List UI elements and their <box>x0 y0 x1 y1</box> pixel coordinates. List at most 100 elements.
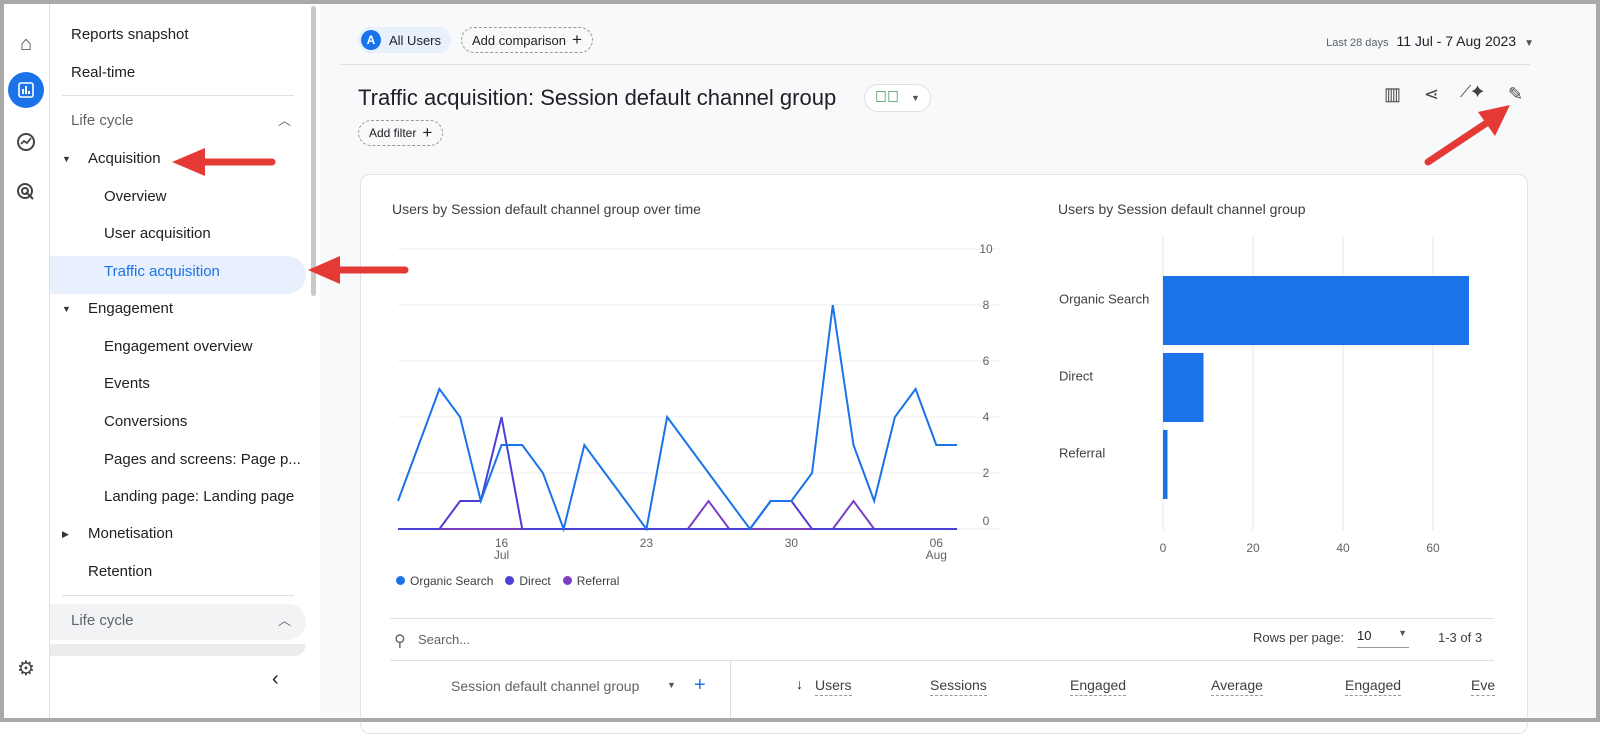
x-tick-label: 20 <box>1246 541 1260 555</box>
bar-referral[interactable] <box>1163 430 1168 499</box>
report-status-dropdown[interactable]: ✓⃝ ▼ <box>864 84 931 112</box>
section-life-cycle-2[interactable]: Life cycle <box>71 612 134 629</box>
divider <box>340 64 1530 65</box>
bar-category-label: Direct <box>1059 369 1093 384</box>
report-card <box>360 174 1528 734</box>
legend-direct[interactable]: Direct <box>505 574 551 588</box>
bar-chart-title: Users by Session default channel group <box>1058 201 1306 217</box>
y-tick-label: 6 <box>983 354 990 368</box>
divider <box>730 660 731 718</box>
section-row <box>50 644 306 656</box>
annotation-arrow-edit <box>1424 118 1492 166</box>
legend-referral[interactable]: Referral <box>562 574 619 588</box>
add-dimension-plus-icon[interactable]: + <box>694 674 706 696</box>
nav-real-time[interactable]: Real-time <box>71 64 136 81</box>
x-tick-label: 30 <box>785 536 799 550</box>
segment-chip[interactable]: A All Users <box>358 27 452 53</box>
nav-pages-and-screens[interactable]: Pages and screens: Page p... <box>104 451 301 468</box>
y-tick-label: 2 <box>983 466 990 480</box>
dimension-selector[interactable]: Session default channel group <box>451 678 640 694</box>
chevron-up-icon[interactable]: ︿ <box>278 613 292 628</box>
y-tick-label: 8 <box>983 298 990 312</box>
section-life-cycle[interactable]: Life cycle <box>71 112 134 129</box>
nav-user-acquisition[interactable]: User acquisition <box>104 225 211 242</box>
segment-badge: A <box>361 30 381 50</box>
legend-organic[interactable]: Organic Search <box>396 574 493 588</box>
column-events[interactable]: Eve <box>1471 677 1496 696</box>
column-sessions[interactable]: Sessions <box>930 677 987 696</box>
nav-landing-page[interactable]: Landing page: Landing page <box>104 488 295 505</box>
bar-category-label: Referral <box>1059 446 1105 461</box>
chevron-left-icon[interactable]: ‹ <box>272 668 279 690</box>
x-tick-sublabel: Aug <box>926 548 947 562</box>
search-icon: ⚲ <box>394 633 406 650</box>
nav-conversions[interactable]: Conversions <box>104 413 188 430</box>
x-tick-label: 60 <box>1426 541 1440 555</box>
add-filter-button[interactable]: Add filter + <box>358 120 444 146</box>
sidebar: Reports snapshot Real-time Life cycle ︿ … <box>50 4 320 718</box>
home-icon[interactable]: ⌂ <box>19 32 33 55</box>
nav-overview[interactable]: Overview <box>104 188 167 205</box>
advertising-icon[interactable] <box>8 174 44 210</box>
x-tick-label: 23 <box>640 536 654 550</box>
nav-events[interactable]: Events <box>104 375 150 392</box>
check-circle-icon: ✓⃝ <box>875 89 899 106</box>
column-engaged-sessions[interactable]: Engaged <box>1070 677 1127 696</box>
date-range-picker[interactable]: Last 28 days 11 Jul - 7 Aug 2023 ▼ <box>1326 33 1534 49</box>
nav-monetisation[interactable]: Monetisation <box>88 525 174 542</box>
series-line-organic-search[interactable] <box>397 304 957 533</box>
caret-down-icon: ▼ <box>62 154 71 164</box>
divider <box>62 95 294 96</box>
nav-traffic-acquisition[interactable]: Traffic acquisition <box>104 263 220 280</box>
table-search-input[interactable]: Search... <box>418 632 471 647</box>
explore-icon[interactable] <box>8 124 44 160</box>
caret-down-icon: ▼ <box>62 304 71 314</box>
x-tick-label: 06 <box>930 536 944 550</box>
caret-down-icon: ▼ <box>1398 628 1407 638</box>
date-label: Last 28 days <box>1326 37 1389 49</box>
bar-category-label: Organic Search <box>1059 292 1149 307</box>
column-average-engagement[interactable]: Average <box>1211 677 1263 696</box>
nav-engagement-overview[interactable]: Engagement overview <box>104 338 253 355</box>
rows-per-page-label: Rows per page: <box>1253 630 1345 645</box>
edit-pencil-icon[interactable]: ✎ <box>1508 84 1524 104</box>
reports-icon[interactable] <box>8 72 44 108</box>
y-tick-label: 0 <box>983 514 990 528</box>
x-tick-label: 0 <box>1160 541 1167 555</box>
share-icon[interactable]: ⋖ <box>1424 84 1440 104</box>
column-engaged-sessions-per-user[interactable]: Engaged <box>1345 677 1402 696</box>
divider <box>390 618 1494 619</box>
nav-engagement[interactable]: Engagement <box>88 300 174 317</box>
x-tick-label: 16 <box>495 536 509 550</box>
sidebar-scrollbar[interactable] <box>311 6 316 296</box>
customize-report-icon[interactable]: ▥ <box>1384 84 1402 104</box>
nav-acquisition[interactable]: Acquisition <box>88 150 161 167</box>
page-title: Traffic acquisition: Session default cha… <box>358 85 837 110</box>
rows-per-page-value: 10 <box>1357 628 1372 643</box>
chevron-up-icon[interactable]: ︿ <box>278 113 292 128</box>
divider <box>390 660 1494 661</box>
section-row <box>50 604 306 640</box>
add-comparison-button[interactable]: Add comparison + <box>461 27 593 53</box>
divider <box>62 595 294 596</box>
nav-retention[interactable]: Retention <box>88 563 153 580</box>
add-comparison-label: Add comparison <box>472 32 566 48</box>
caret-right-icon: ▶ <box>62 529 69 539</box>
bar-direct[interactable] <box>1163 353 1204 422</box>
nav-reports-snapshot[interactable]: Reports snapshot <box>71 26 189 43</box>
line-chart-legend: Organic Search Direct Referral <box>396 574 619 588</box>
x-tick-label: 40 <box>1336 541 1350 555</box>
x-tick-sublabel: Jul <box>494 548 509 562</box>
series-line-direct[interactable] <box>398 416 957 530</box>
plus-icon: + <box>422 123 433 142</box>
rows-per-page-select[interactable]: 10 ▼ <box>1357 628 1409 648</box>
settings-icon[interactable]: ⚙ <box>17 657 35 680</box>
column-users[interactable]: Users <box>815 677 852 696</box>
insights-icon[interactable]: ⟋✦ <box>1460 84 1484 101</box>
caret-down-icon: ▼ <box>911 93 920 103</box>
caret-down-icon[interactable]: ▼ <box>667 680 676 690</box>
left-rail: ⌂ ⚙ <box>4 4 50 718</box>
sort-down-icon: ↓ <box>796 676 803 692</box>
bar-organic-search[interactable] <box>1163 276 1469 345</box>
